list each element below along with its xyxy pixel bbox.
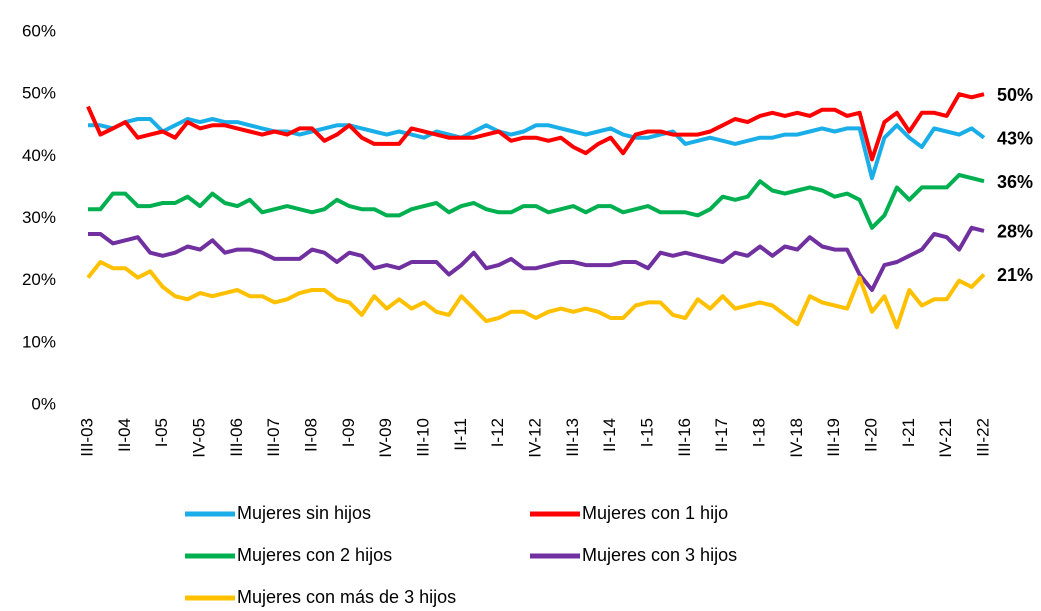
y-tick-label: 50% bbox=[22, 84, 56, 103]
legend-label: Mujeres con más de 3 hijos bbox=[237, 587, 456, 607]
x-tick-label: I-18 bbox=[749, 418, 768, 447]
legend-label: Mujeres con 1 hijo bbox=[582, 503, 728, 523]
x-tick-label: II-11 bbox=[451, 418, 470, 451]
x-tick-label: II-17 bbox=[712, 418, 731, 452]
series-line bbox=[86, 92, 985, 162]
x-tick-label: III-03 bbox=[77, 418, 96, 457]
x-tick-label: III-19 bbox=[824, 418, 843, 457]
data-label: 21% bbox=[997, 265, 1033, 285]
x-tick-label: III-13 bbox=[563, 418, 582, 457]
legend-label: Mujeres sin hijos bbox=[237, 503, 371, 523]
x-tick-label: III-10 bbox=[413, 418, 432, 457]
x-tick-label: III-16 bbox=[675, 418, 694, 457]
x-tick-label: I-05 bbox=[152, 418, 171, 447]
series-line bbox=[88, 225, 985, 292]
x-tick-label: III-06 bbox=[227, 418, 246, 457]
x-tick-label: III-22 bbox=[973, 418, 992, 457]
x-tick-label: III-07 bbox=[264, 418, 283, 457]
x-tick-label: II-04 bbox=[115, 418, 134, 452]
legend-label: Mujeres con 2 hijos bbox=[237, 545, 392, 565]
y-tick-label: 60% bbox=[22, 21, 56, 40]
x-tick-label: IV-21 bbox=[936, 418, 955, 458]
y-tick-label: 0% bbox=[31, 394, 56, 413]
series-line bbox=[88, 117, 986, 181]
y-tick-label: 30% bbox=[22, 208, 56, 227]
data-label: 43% bbox=[997, 128, 1033, 148]
x-tick-label: IV-09 bbox=[376, 418, 395, 458]
y-tick-label: 20% bbox=[22, 270, 56, 289]
x-tick-label: I-09 bbox=[339, 418, 358, 447]
series-line bbox=[86, 260, 986, 330]
x-tick-label: I-12 bbox=[488, 418, 507, 447]
x-tick-label: II-14 bbox=[600, 418, 619, 452]
x-tick-label: II-20 bbox=[861, 418, 880, 452]
data-label: 50% bbox=[997, 85, 1033, 105]
y-tick-label: 40% bbox=[22, 146, 56, 165]
y-tick-label: 10% bbox=[22, 332, 56, 351]
x-tick-label: IV-12 bbox=[525, 418, 544, 458]
data-label: 36% bbox=[997, 172, 1033, 192]
x-tick-label: I-21 bbox=[899, 418, 918, 447]
legend-label: Mujeres con 3 hijos bbox=[582, 545, 737, 565]
x-tick-label: II-08 bbox=[301, 418, 320, 452]
series-line bbox=[88, 173, 985, 230]
x-tick-label: IV-05 bbox=[189, 418, 208, 458]
x-tick-label: IV-18 bbox=[787, 418, 806, 458]
data-label: 28% bbox=[997, 222, 1033, 242]
x-tick-label: I-15 bbox=[637, 418, 656, 447]
